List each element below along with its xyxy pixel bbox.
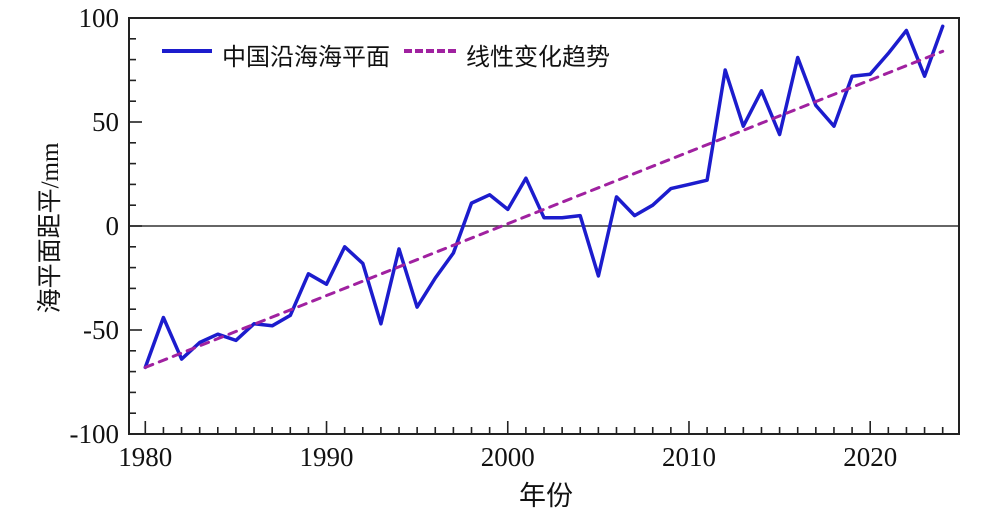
y-tick-label: -100 (69, 419, 120, 449)
y-tick-label: 0 (105, 211, 120, 241)
y-tick-label: 50 (92, 107, 119, 137)
y-tick-label: 100 (78, 3, 120, 33)
legend-label-series: 中国沿海海平面 (222, 45, 390, 71)
x-tick-label: 2010 (661, 442, 716, 472)
y-tick-label: -50 (83, 315, 119, 345)
x-tick-label: 2020 (843, 442, 898, 472)
legend-dashed-line-swatch (404, 49, 456, 53)
series-line-1 (143, 49, 945, 369)
x-tick-label: 1980 (118, 442, 173, 472)
x-axis-title: 年份 (519, 481, 573, 511)
legend-label-trend: 线性变化趋势 (466, 45, 610, 71)
legend-solid-line-swatch (162, 49, 212, 53)
series-line-0 (143, 24, 945, 370)
x-tick-label: 2000 (480, 442, 535, 472)
plot-border (128, 17, 960, 435)
x-tick-label: 1990 (299, 442, 354, 472)
